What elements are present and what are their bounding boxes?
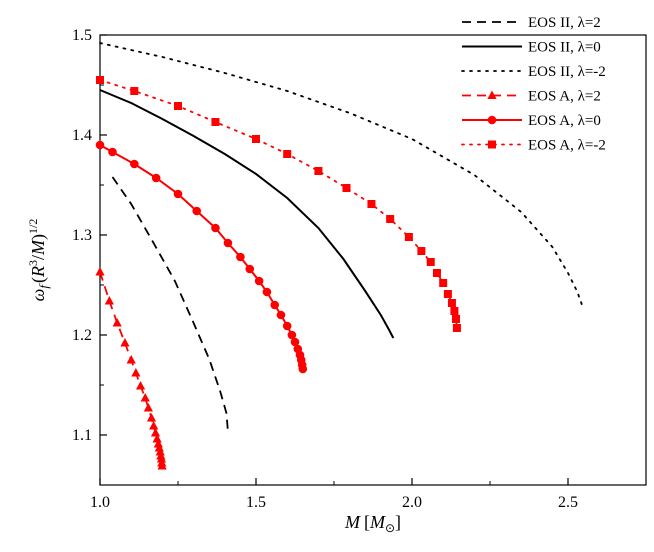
data-point — [156, 454, 167, 463]
data-point — [287, 330, 297, 340]
legend-label: EOS II, λ=2 — [528, 15, 601, 31]
data-point — [290, 337, 300, 347]
legend-marker — [488, 140, 496, 149]
data-point — [236, 252, 245, 262]
series-line — [111, 176, 229, 432]
data-point — [174, 102, 182, 110]
data-point — [155, 447, 165, 456]
legend-marker — [487, 90, 497, 99]
data-point — [104, 296, 114, 305]
data-point — [131, 368, 141, 377]
data-point — [95, 140, 105, 150]
y-tick-label: 1.2 — [72, 327, 92, 344]
legend-label: EOS A, λ=0 — [528, 113, 601, 129]
x-tick-label: 1.0 — [90, 494, 110, 511]
data-point — [252, 135, 260, 143]
x-tick-label: 2.5 — [558, 494, 578, 511]
data-point — [443, 290, 452, 298]
data-point — [96, 76, 104, 84]
data-point — [367, 200, 376, 208]
y-tick-label: 1.3 — [72, 227, 92, 244]
series-2 — [99, 42, 583, 306]
data-point — [108, 147, 117, 157]
series-3 — [95, 267, 167, 470]
data-point — [95, 267, 105, 276]
y-tick-label: 1.4 — [72, 127, 92, 144]
x-tick-label: 1.5 — [246, 494, 266, 511]
x-axis-title: M [M⊙] — [344, 512, 401, 535]
data-point — [298, 364, 308, 374]
data-point — [211, 223, 220, 233]
legend: EOS II, λ=2 EOS II, λ=0 EOS II, λ=-2 EOS A,… — [461, 15, 606, 154]
data-point — [262, 287, 272, 297]
data-point — [426, 258, 435, 266]
data-point — [135, 381, 146, 390]
data-point — [282, 321, 292, 331]
data-point — [283, 150, 292, 158]
data-point — [432, 269, 441, 277]
data-point — [452, 324, 461, 332]
y-axis-title: ωf(R3/M)1/2 — [26, 219, 51, 302]
data-point — [140, 393, 150, 402]
data-point — [270, 300, 280, 310]
legend-item: EOS A, λ=0 — [462, 113, 601, 129]
legend-item: EOS II, λ=2 — [462, 15, 601, 31]
y-tick-label: 1.5 — [72, 27, 92, 44]
data-point — [130, 159, 139, 169]
data-point — [245, 264, 255, 274]
data-point — [417, 247, 426, 255]
data-point — [157, 461, 167, 470]
series-line — [99, 89, 395, 339]
data-point — [150, 428, 161, 437]
legend-label: EOS II, λ=-2 — [528, 64, 606, 80]
data-point — [153, 439, 163, 448]
data-point — [386, 215, 395, 223]
legend-item: EOS A, λ=-2 — [461, 138, 606, 154]
data-point — [152, 434, 162, 443]
data-point — [450, 307, 459, 315]
series-1 — [99, 89, 395, 339]
series-0 — [111, 176, 229, 432]
data-point — [342, 184, 351, 192]
legend-item: EOS II, λ=-2 — [461, 64, 606, 80]
legend-label: EOS II, λ=0 — [528, 40, 601, 56]
data-point — [314, 167, 323, 175]
y-tick-label: 1.1 — [72, 427, 92, 444]
data-point — [451, 315, 460, 323]
data-point — [130, 87, 139, 95]
series-line — [99, 79, 458, 329]
data-point — [447, 299, 456, 307]
data-point — [223, 238, 233, 248]
x-tick-label: 2.0 — [402, 494, 422, 511]
data-point — [173, 189, 183, 199]
data-point — [143, 403, 153, 412]
data-point — [151, 173, 161, 183]
legend-item: EOS II, λ=0 — [462, 40, 601, 56]
series-4 — [95, 140, 308, 374]
data-point — [276, 310, 286, 320]
data-point — [120, 338, 130, 347]
legend-label: EOS A, λ=-2 — [528, 138, 606, 154]
legend-item: EOS A, λ=2 — [462, 89, 601, 105]
legend-label: EOS A, λ=2 — [528, 89, 601, 105]
series-line — [99, 144, 304, 370]
data-point — [146, 413, 157, 422]
series-5 — [96, 76, 461, 332]
data-point — [211, 118, 220, 126]
data-point — [112, 318, 122, 327]
series-layer — [95, 42, 583, 470]
axis-ticks: 1.0 1.5 2.0 2.5 1.1 1.2 1.3 1.4 1.5 — [72, 27, 578, 511]
data-point — [192, 206, 202, 216]
data-point — [439, 279, 448, 287]
data-point — [254, 276, 264, 286]
data-point — [126, 355, 136, 364]
data-point — [149, 421, 159, 430]
data-point — [154, 443, 164, 452]
data-point — [404, 233, 413, 241]
legend-marker — [487, 115, 497, 125]
plot-frame — [99, 34, 647, 486]
series-line — [99, 42, 583, 306]
